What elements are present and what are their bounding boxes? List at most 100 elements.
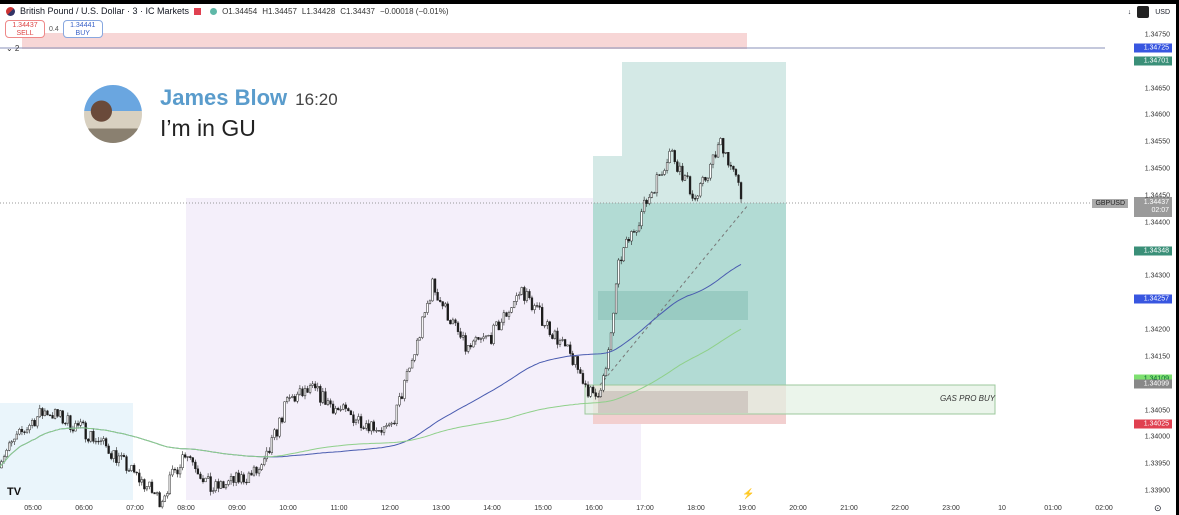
candle-body — [548, 321, 551, 335]
candle-body — [176, 469, 179, 475]
candle-body — [306, 388, 309, 393]
candle-body — [130, 465, 133, 471]
candle-body — [227, 480, 230, 485]
candle-body — [51, 415, 54, 419]
candle-body — [173, 468, 177, 471]
candle-body — [61, 410, 64, 424]
candle-body — [732, 165, 735, 170]
candle-body — [344, 404, 347, 409]
candle-body — [191, 457, 194, 463]
spread: 0.4 — [49, 25, 59, 33]
candle-body — [632, 231, 636, 233]
candle-body — [117, 455, 120, 463]
candle-body — [308, 385, 312, 393]
candle-body — [607, 349, 610, 370]
price-tick: 1.33900 — [1144, 487, 1170, 495]
candle-body — [347, 408, 350, 412]
candle-body — [694, 198, 697, 200]
candle-body — [23, 431, 26, 433]
candle-body — [614, 283, 618, 314]
candle-body — [66, 415, 69, 424]
candle-body — [268, 450, 271, 453]
candle-body — [214, 481, 217, 491]
candle-body — [739, 182, 743, 200]
candle-body — [556, 330, 559, 345]
price-tag: 1.34348 — [1134, 246, 1172, 256]
candle-body — [602, 375, 605, 391]
candle-body — [617, 259, 620, 285]
candle-body — [492, 324, 495, 344]
candle-body — [444, 303, 447, 307]
candle-body — [688, 176, 692, 195]
candle-body — [490, 335, 493, 344]
candle-body — [138, 472, 141, 483]
gas-pro-buy-label: GAS PRO BUY — [940, 394, 996, 403]
time-tick: 18:00 — [687, 505, 705, 512]
candle-body — [729, 164, 733, 167]
candle-body — [155, 492, 159, 495]
price-chart[interactable]: ⚡ TV — [0, 0, 1105, 515]
target-zone-light[interactable] — [622, 62, 786, 203]
candle-body — [235, 472, 238, 483]
candle-body — [5, 450, 8, 457]
price-tick: 1.33950 — [1144, 460, 1170, 468]
candle-body — [71, 429, 75, 432]
candle-body — [714, 154, 717, 158]
currency-select[interactable]: USD — [1155, 8, 1170, 16]
candle-body — [247, 472, 251, 483]
candle-body — [673, 150, 676, 162]
price-axis[interactable]: ↓ USD 1.34437 02:07 GBPUSD 1.34750 1.3465… — [1092, 0, 1179, 515]
candle-body — [224, 484, 228, 489]
ohlc-close: C1.34437 — [340, 6, 375, 16]
candle-body — [716, 144, 720, 158]
time-tick: 15:00 — [534, 505, 552, 512]
candle-body — [533, 305, 536, 311]
candle-body — [681, 165, 684, 181]
candle-body — [428, 300, 432, 304]
candle-body — [260, 464, 263, 470]
time-tick: 19:00 — [738, 505, 756, 512]
candle-body — [286, 397, 289, 403]
symbol-title[interactable]: British Pound / U.S. Dollar · 3 · IC Mar… — [20, 6, 190, 16]
arrow-down-icon[interactable]: ↓ — [1127, 8, 1132, 16]
candle-body — [112, 450, 115, 459]
candle-body — [421, 316, 424, 338]
indicators-toggle[interactable]: ⌄ 2 — [6, 44, 20, 53]
candle-body — [324, 391, 327, 405]
candle-body — [135, 471, 138, 474]
candle-body — [311, 383, 314, 386]
candle-body — [403, 380, 406, 399]
candle-body — [426, 303, 429, 313]
auto-scale-icon[interactable] — [1137, 6, 1150, 18]
candle-body — [553, 330, 557, 339]
candle-body — [676, 161, 679, 172]
order-block-lower[interactable] — [598, 391, 748, 413]
candle-body — [370, 421, 373, 432]
red-zone-top[interactable] — [22, 33, 747, 49]
candle-body — [637, 225, 641, 232]
current-price: 1.34437 — [1143, 199, 1169, 206]
candle-body — [76, 423, 80, 426]
candle-body — [280, 417, 284, 423]
buy-button[interactable]: 1.34441 BUY — [62, 20, 103, 38]
sell-button[interactable]: 1.34437 SELL — [5, 20, 45, 38]
candle-body — [69, 415, 72, 431]
candle-body — [242, 474, 245, 483]
ohlc-low: L1.34428 — [301, 6, 336, 16]
settings-icon[interactable]: ⊙ — [1154, 503, 1162, 513]
candle-body — [331, 403, 335, 414]
candle-body — [449, 320, 452, 325]
session-box-london — [186, 198, 641, 500]
chat-text: I’m in GU — [160, 115, 256, 141]
order-block-upper[interactable] — [598, 291, 748, 320]
candle-body — [538, 305, 541, 308]
buy-price: 1.34441 — [70, 22, 96, 29]
candle-body — [622, 247, 625, 262]
lightning-icon[interactable]: ⚡ — [742, 487, 754, 500]
candle-body — [298, 388, 302, 395]
candle-body — [398, 396, 401, 406]
candle-body — [209, 476, 212, 492]
ohlc-change: −0.00018 (−0.01%) — [379, 6, 449, 16]
candle-body — [87, 438, 90, 442]
target-zone-light-2[interactable] — [593, 156, 622, 203]
